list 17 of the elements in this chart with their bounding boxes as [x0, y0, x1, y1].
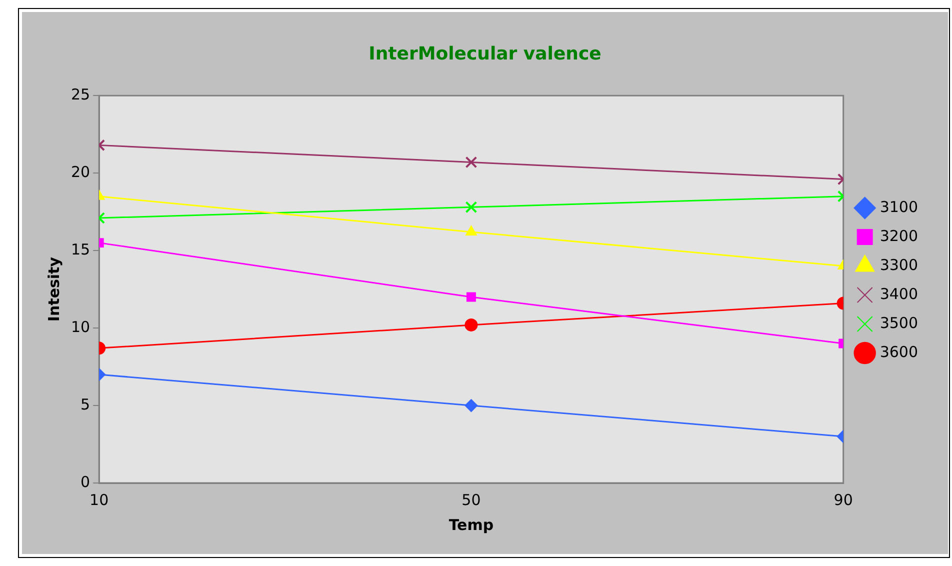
legend-label: 3200	[880, 226, 918, 245]
x-axis-title: Temp	[448, 516, 494, 534]
y-axis-title: Intesity	[44, 256, 63, 322]
x-tick-label: 90	[834, 490, 853, 509]
y-tick-label: 20	[70, 162, 90, 181]
x-tick-label: 50	[462, 490, 481, 509]
y-tick-label: 0	[80, 472, 90, 491]
legend-label: 3400	[880, 284, 918, 303]
y-tick-label: 10	[70, 318, 90, 336]
y-tick-label: 25	[70, 85, 90, 104]
chart-title: InterMolecular valence	[368, 43, 602, 64]
legend-label: 3100	[880, 198, 918, 216]
legend-label: 3600	[880, 342, 918, 361]
legend-label: 3300	[880, 256, 918, 274]
y-tick-label: 15	[70, 240, 90, 258]
y-tick-label: 5	[80, 395, 90, 414]
legend-label: 3500	[880, 314, 918, 332]
